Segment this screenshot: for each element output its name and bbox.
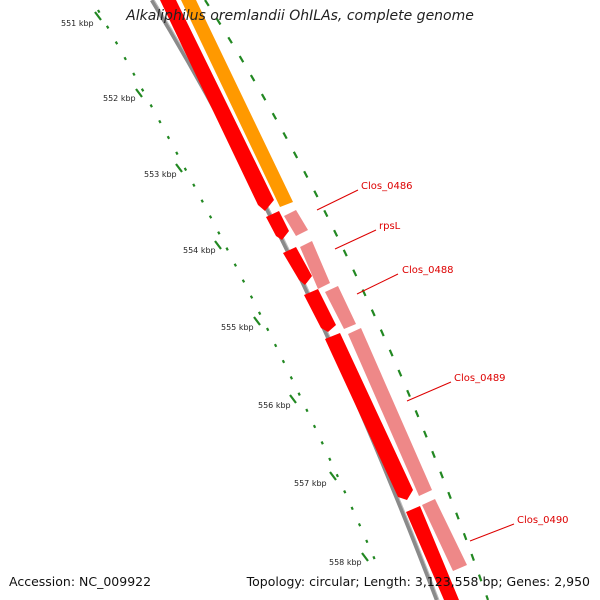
scale-major-ticks xyxy=(94,11,369,562)
gene-label-clos-0486[interactable]: Clos_0486 xyxy=(361,181,413,192)
tick-label-551: 551 kbp xyxy=(61,19,94,28)
accession-text: Accession: NC_009922 xyxy=(9,574,152,589)
gene-arrow-clos-0486[interactable] xyxy=(266,211,289,240)
tick-label-552: 552 kbp xyxy=(103,94,136,103)
genome-backbone-highlight xyxy=(153,0,440,600)
scale-tick-labels: 551 kbp 552 kbp 553 kbp 554 kbp 555 kbp … xyxy=(61,19,362,567)
genome-backbone xyxy=(150,0,440,600)
gene-arrow-clos-0490[interactable] xyxy=(406,506,459,600)
outer-gene-track xyxy=(181,0,467,571)
outer-tick-track xyxy=(204,0,490,600)
gene-label-leaders xyxy=(316,189,515,542)
gene-pink-clos-0488[interactable] xyxy=(325,286,356,329)
gene-pink-rpsL[interactable] xyxy=(300,241,330,289)
tick-label-558: 558 kbp xyxy=(329,558,362,567)
gene-arrow-clos-0488[interactable] xyxy=(304,289,336,332)
gene-arrow-clos-0489[interactable] xyxy=(325,333,413,500)
genome-title: Alkaliphilus oremlandii OhILAs, complete… xyxy=(126,8,474,24)
tick-label-554: 554 kbp xyxy=(183,246,216,255)
gene-pink-clos-0486[interactable] xyxy=(284,210,308,236)
gene-label-clos-0488[interactable]: Clos_0488 xyxy=(402,265,454,276)
scale-dotted-line xyxy=(97,9,377,561)
gene-orange-upstream[interactable] xyxy=(181,0,293,207)
gene-label-clos-0489[interactable]: Clos_0489 xyxy=(454,373,506,384)
gene-label-clos-0490[interactable]: Clos_0490 xyxy=(517,515,569,526)
tick-label-557: 557 kbp xyxy=(294,479,327,488)
gene-arrow-rpsL[interactable] xyxy=(283,247,312,285)
gene-pink-clos-0489[interactable] xyxy=(348,328,432,496)
tick-label-556: 556 kbp xyxy=(258,401,291,410)
tick-label-553: 553 kbp xyxy=(144,170,177,179)
gene-arrow-upstream[interactable] xyxy=(160,0,274,211)
gene-label-rpsL[interactable]: rpsL xyxy=(379,221,401,232)
inner-gene-track xyxy=(160,0,459,600)
gene-labels: Clos_0486 rpsL Clos_0488 Clos_0489 Clos_… xyxy=(361,181,569,526)
topology-text: Topology: circular; Length: 3,123,558 bp… xyxy=(246,574,590,589)
gene-pink-clos-0490[interactable] xyxy=(422,499,467,571)
tick-label-555: 555 kbp xyxy=(221,323,254,332)
